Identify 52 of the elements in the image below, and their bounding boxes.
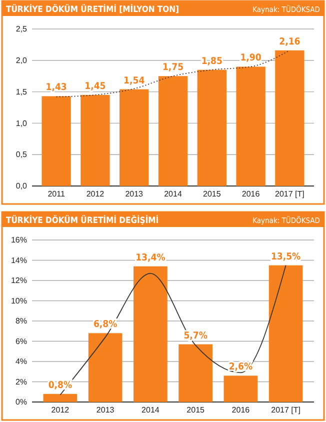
y-tick-label: 1,0 xyxy=(16,118,28,128)
bar xyxy=(43,394,78,402)
y-tick-label: 2% xyxy=(15,377,27,386)
bar xyxy=(88,333,122,402)
data-label: 1,43 xyxy=(46,82,67,94)
bar xyxy=(42,96,71,186)
y-tick-label: 2,0 xyxy=(16,56,28,65)
x-tick-label: 2015 xyxy=(203,190,222,199)
x-tick-label: 2014 xyxy=(164,190,182,199)
y-tick-label: 8% xyxy=(15,316,27,326)
data-label: 1,54 xyxy=(124,75,145,86)
bar xyxy=(158,76,188,186)
y-tick-label: 2,5 xyxy=(16,24,28,34)
bar xyxy=(134,266,168,402)
y-tick-label: 4% xyxy=(15,357,27,366)
y-tick-label: 0,5 xyxy=(16,150,28,160)
y-tick-label: 6% xyxy=(15,336,27,346)
x-tick-label: 2013 xyxy=(125,190,144,199)
x-tick-label: 2011 xyxy=(48,190,66,199)
chart-title: TÜRKİYE DÖKÜM ÜRETİMİ DEĞİŞİMİ xyxy=(6,215,159,226)
bar xyxy=(275,50,304,186)
y-tick-label: 0% xyxy=(15,398,27,407)
y-tick-label: 16% xyxy=(10,236,27,245)
data-label: 1,85 xyxy=(201,56,222,67)
bar xyxy=(178,344,212,402)
y-tick-label: 1,5 xyxy=(16,87,28,96)
data-label: 1,45 xyxy=(84,80,106,92)
x-tick-label: 2017 [T] xyxy=(271,406,300,415)
bar xyxy=(197,70,226,186)
bar xyxy=(120,89,149,186)
chart-title: TÜRKİYE DÖKÜM ÜRETİMİ [MİLYON TON] xyxy=(6,4,180,15)
x-tick-label: 2013 xyxy=(96,406,115,415)
bar xyxy=(224,376,258,402)
x-tick-label: 2014 xyxy=(142,406,160,415)
y-tick-label: 14% xyxy=(10,256,27,265)
data-label: 1,90 xyxy=(240,52,262,64)
y-tick-label: 0,0 xyxy=(16,182,28,191)
bar xyxy=(80,94,110,186)
data-label: 13,5% xyxy=(270,251,302,262)
x-tick-label: 2016 xyxy=(242,190,260,199)
x-tick-label: 2012 xyxy=(51,406,70,415)
x-tick-label: 2012 xyxy=(86,190,105,199)
bar xyxy=(268,265,303,402)
x-tick-label: 2016 xyxy=(232,406,250,415)
x-tick-label: 2015 xyxy=(186,406,206,415)
data-label: 2,16 xyxy=(279,36,300,48)
bar xyxy=(236,66,266,186)
y-tick-label: 10% xyxy=(10,296,27,306)
data-label: 13,4% xyxy=(136,252,166,264)
data-label: 1,75 xyxy=(162,62,184,74)
x-tick-label: 2017 [T] xyxy=(275,190,304,199)
y-tick-label: 12% xyxy=(10,276,27,286)
